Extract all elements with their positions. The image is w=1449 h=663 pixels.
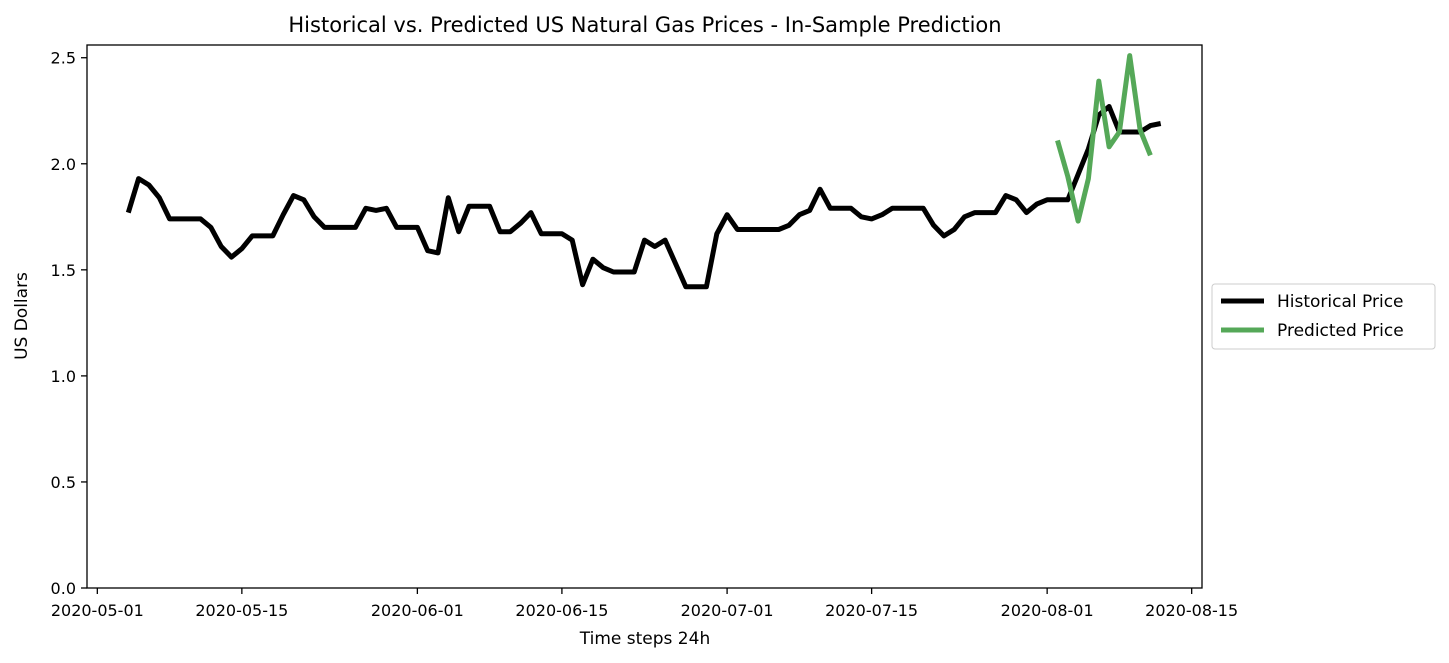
legend-label-predicted: Predicted Price — [1277, 321, 1404, 341]
y-tick-label: 0.0 — [51, 579, 76, 598]
x-axis: 2020-05-01 2020-05-15 2020-06-01 2020-06-15… — [51, 588, 1238, 620]
series-line-predicted-price — [1055, 53, 1153, 224]
x-tick-label: 2020-08-15 — [1145, 601, 1238, 620]
y-tick-label: 1.0 — [51, 367, 76, 386]
x-tick-label: 2020-08-01 — [1001, 601, 1094, 620]
x-tick-label: 2020-07-15 — [825, 601, 918, 620]
x-tick-label: 2020-07-01 — [681, 601, 774, 620]
y-tick-label: 1.5 — [51, 261, 76, 280]
legend-label-historical: Historical Price — [1277, 292, 1404, 312]
series-layer — [125, 53, 1162, 290]
x-tick-label: 2020-05-15 — [195, 601, 288, 620]
series-line-historical-price — [125, 104, 1162, 290]
y-tick-label: 0.5 — [51, 473, 76, 492]
x-tick-label: 2020-06-01 — [371, 601, 464, 620]
y-tick-label: 2.0 — [51, 155, 76, 174]
y-axis: 0.0 0.5 1.0 1.5 2.0 2.5 — [51, 49, 87, 598]
x-tick-label: 2020-05-01 — [51, 601, 144, 620]
y-tick-label: 2.5 — [51, 49, 76, 68]
chart-title: Historical vs. Predicted US Natural Gas … — [288, 13, 1001, 37]
legend: Historical Price Predicted Price — [1211, 283, 1436, 350]
legend-box — [1211, 283, 1436, 350]
plot-frame — [86, 44, 1203, 589]
plot-area: 0.00.51.01.52.02.5 2020-05-01 2020-05-15 2… — [51, 44, 1238, 620]
y-axis-label: US Dollars — [12, 272, 32, 360]
x-axis-label: Time steps 24h — [579, 629, 710, 649]
x-tick-label: 2020-06-15 — [515, 601, 608, 620]
